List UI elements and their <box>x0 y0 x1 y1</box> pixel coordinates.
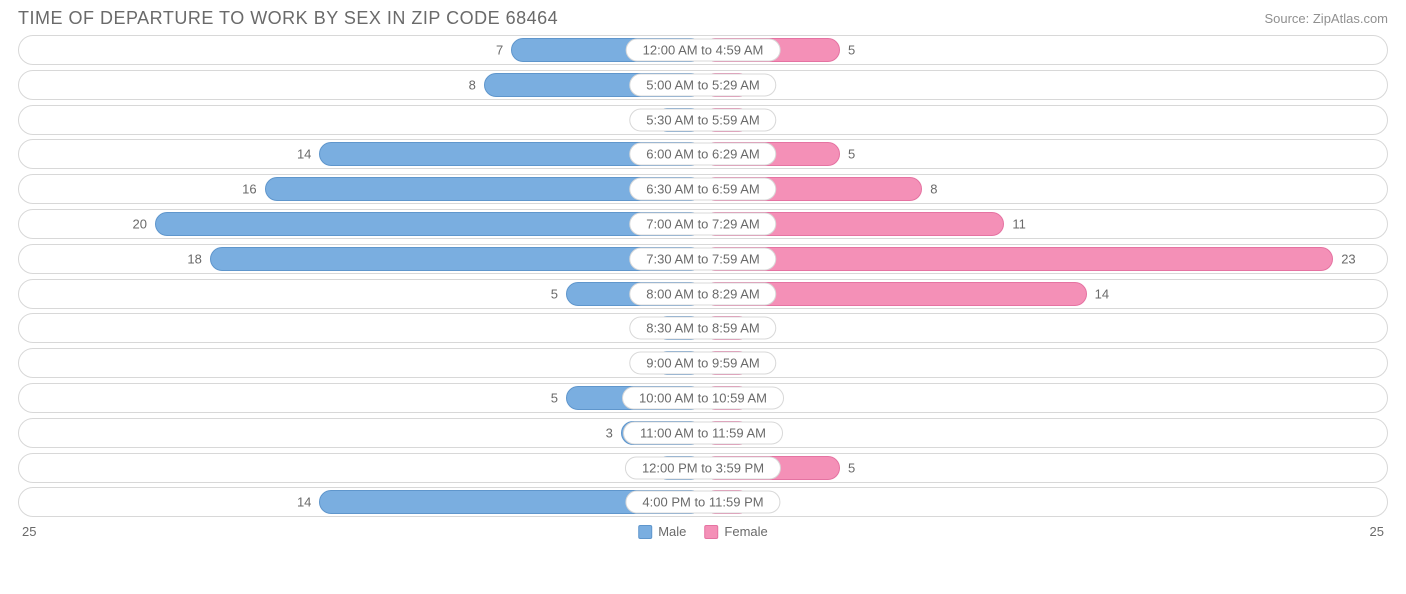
chart-row: 7 5 12:00 AM to 4:59 AM <box>18 35 1388 65</box>
chart-row: 1404:00 PM to 11:59 PM <box>18 487 1388 517</box>
value-female: 8 <box>930 182 937 197</box>
value-male: 18 <box>187 251 201 266</box>
legend-swatch-female <box>704 525 718 539</box>
category-label: 6:30 AM to 6:59 AM <box>629 178 776 201</box>
chart-row: 5110:00 AM to 10:59 AM <box>18 383 1388 413</box>
category-label: 6:00 AM to 6:29 AM <box>629 143 776 166</box>
legend-swatch-male <box>638 525 652 539</box>
value-male: 8 <box>469 77 476 92</box>
chart-row: 5 14 8:00 AM to 8:29 AM <box>18 279 1388 309</box>
chart-row: 20 11 7:00 AM to 7:29 AM <box>18 209 1388 239</box>
category-label: 8:30 AM to 8:59 AM <box>629 317 776 340</box>
chart-header: TIME OF DEPARTURE TO WORK BY SEX IN ZIP … <box>0 0 1406 31</box>
value-female: 5 <box>848 460 855 475</box>
legend-item-female: Female <box>704 524 767 539</box>
category-label: 7:30 AM to 7:59 AM <box>629 247 776 270</box>
value-female: 5 <box>848 147 855 162</box>
chart-row: 16 8 6:30 AM to 6:59 AM <box>18 174 1388 204</box>
value-female: 14 <box>1095 286 1109 301</box>
chart-row: 009:00 AM to 9:59 AM <box>18 348 1388 378</box>
category-label: 12:00 PM to 3:59 PM <box>625 456 781 479</box>
value-female: 5 <box>848 43 855 58</box>
bar-male <box>155 212 703 236</box>
value-male: 7 <box>496 43 503 58</box>
axis-left-max: 25 <box>22 524 36 539</box>
chart-row: 015:30 AM to 5:59 AM <box>18 105 1388 135</box>
axis-right-max: 25 <box>1370 524 1384 539</box>
value-female: 11 <box>1012 216 1026 231</box>
category-label: 4:00 PM to 11:59 PM <box>625 491 780 514</box>
category-label: 5:30 AM to 5:59 AM <box>629 108 776 131</box>
category-label: 9:00 AM to 9:59 AM <box>629 352 776 375</box>
chart-title: TIME OF DEPARTURE TO WORK BY SEX IN ZIP … <box>18 8 558 29</box>
value-male: 14 <box>297 495 311 510</box>
value-male: 5 <box>551 286 558 301</box>
bar-female <box>703 247 1333 271</box>
value-male: 20 <box>133 216 147 231</box>
legend: Male Female <box>638 524 768 539</box>
legend-label-male: Male <box>658 524 686 539</box>
value-female: 23 <box>1341 251 1355 266</box>
value-male: 14 <box>297 147 311 162</box>
chart-row: 3111:00 AM to 11:59 AM <box>18 418 1388 448</box>
category-label: 7:00 AM to 7:29 AM <box>629 212 776 235</box>
category-label: 11:00 AM to 11:59 AM <box>623 421 783 444</box>
legend-label-female: Female <box>724 524 767 539</box>
category-label: 10:00 AM to 10:59 AM <box>622 386 784 409</box>
chart-row: 008:30 AM to 8:59 AM <box>18 313 1388 343</box>
chart-row: 0512:00 PM to 3:59 PM <box>18 453 1388 483</box>
chart-row: 805:00 AM to 5:29 AM <box>18 70 1388 100</box>
value-male: 16 <box>242 182 256 197</box>
value-male: 3 <box>606 425 613 440</box>
chart-footer: 25 Male Female 25 <box>0 522 1406 541</box>
chart-row: 14 5 6:00 AM to 6:29 AM <box>18 139 1388 169</box>
category-label: 8:00 AM to 8:29 AM <box>629 282 776 305</box>
category-label: 5:00 AM to 5:29 AM <box>629 73 776 96</box>
value-male: 5 <box>551 390 558 405</box>
category-label: 12:00 AM to 4:59 AM <box>626 39 781 62</box>
chart-row: 18 23 7:30 AM to 7:59 AM <box>18 244 1388 274</box>
legend-item-male: Male <box>638 524 686 539</box>
chart-source: Source: ZipAtlas.com <box>1264 11 1388 26</box>
diverging-bar-chart: 7 5 12:00 AM to 4:59 AM 805:00 AM to 5:29 A… <box>0 31 1406 517</box>
